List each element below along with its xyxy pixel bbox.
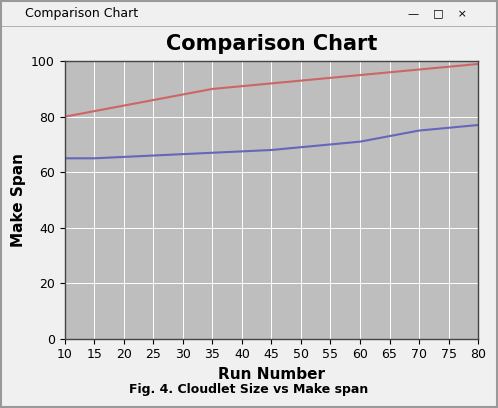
Existing <box>62 114 68 119</box>
Proposed <box>268 148 274 153</box>
Existing <box>386 70 392 75</box>
Existing <box>91 109 97 113</box>
Existing <box>357 73 363 78</box>
Existing <box>268 81 274 86</box>
Existing <box>180 92 186 97</box>
Text: Comparison Chart: Comparison Chart <box>25 7 138 20</box>
Line: Proposed: Proposed <box>65 125 478 158</box>
Existing <box>209 86 215 91</box>
Proposed <box>62 156 68 161</box>
Proposed <box>446 125 452 130</box>
Existing <box>328 75 334 80</box>
Text: Fig. 4. Cloudlet Size vs Make span: Fig. 4. Cloudlet Size vs Make span <box>129 383 369 396</box>
Text: —    □    ×: — □ × <box>408 9 467 18</box>
Existing <box>475 62 481 67</box>
Proposed <box>328 142 334 147</box>
Existing <box>150 98 156 102</box>
Existing <box>239 84 245 89</box>
Existing <box>416 67 422 72</box>
Proposed <box>91 156 97 161</box>
Proposed <box>386 134 392 139</box>
Proposed <box>121 155 127 160</box>
Proposed <box>209 150 215 155</box>
Title: Comparison Chart: Comparison Chart <box>166 34 377 54</box>
Existing <box>121 103 127 108</box>
Proposed <box>298 145 304 150</box>
Existing <box>298 78 304 83</box>
Line: Existing: Existing <box>65 64 478 117</box>
X-axis label: Run Number: Run Number <box>218 367 325 382</box>
Proposed <box>150 153 156 158</box>
Proposed <box>239 149 245 154</box>
Existing <box>446 64 452 69</box>
Proposed <box>357 139 363 144</box>
Proposed <box>475 122 481 127</box>
Y-axis label: Make Span: Make Span <box>10 153 25 247</box>
Proposed <box>416 128 422 133</box>
Proposed <box>180 152 186 157</box>
